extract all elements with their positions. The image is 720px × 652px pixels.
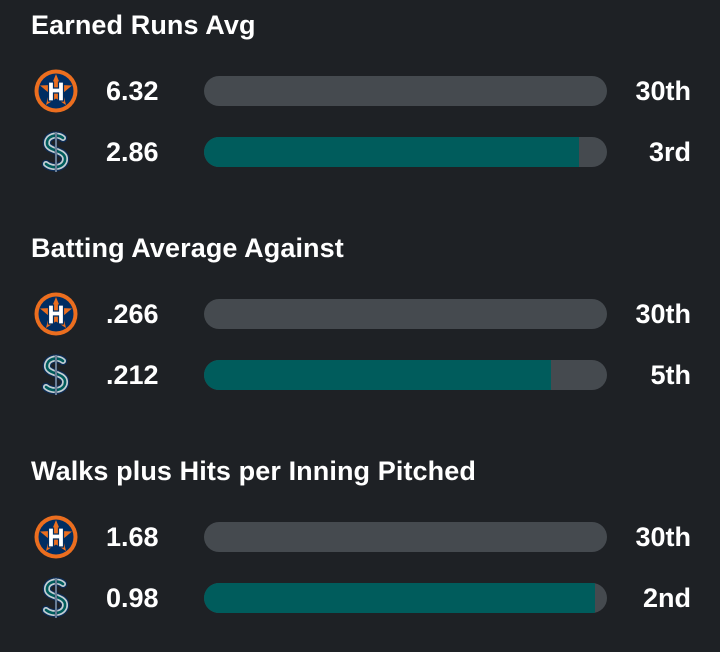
- section-title: Earned Runs Avg: [31, 10, 256, 40]
- rank-bar-track: [204, 360, 607, 390]
- league-rank: 2nd: [642, 583, 691, 613]
- mariners-logo-icon: [33, 575, 79, 621]
- stat-value: 2.86: [106, 137, 159, 167]
- stat-value: 1.68: [106, 522, 159, 552]
- rank-bar-track: [204, 522, 607, 552]
- stat-row-astros: 1.68 30th: [0, 514, 720, 560]
- rank-bar-track: [204, 76, 607, 106]
- stat-row-mariners: 2.86 3rd: [0, 129, 720, 175]
- league-rank: 5th: [650, 360, 692, 390]
- stat-row-astros: .266 30th: [0, 291, 720, 337]
- stat-value: 0.98: [106, 583, 159, 613]
- mariners-logo-icon: [33, 352, 79, 398]
- rank-bar-fill: [204, 360, 551, 390]
- league-rank: 30th: [635, 76, 691, 106]
- rank-bar-track: [204, 583, 607, 613]
- astros-logo-icon: [33, 291, 79, 337]
- rank-bar-track: [204, 299, 607, 329]
- league-rank: 3rd: [648, 137, 691, 167]
- rank-bar-track: [204, 137, 607, 167]
- section-title: Walks plus Hits per Inning Pitched: [31, 456, 476, 486]
- stat-row-mariners: .212 5th: [0, 352, 720, 398]
- section-title: Batting Average Against: [31, 233, 344, 263]
- stat-value: .266: [106, 299, 159, 329]
- mariners-logo-icon: [33, 129, 79, 175]
- league-rank: 30th: [635, 522, 691, 552]
- astros-logo-icon: [33, 514, 79, 560]
- astros-logo-icon: [33, 68, 79, 114]
- league-rank: 30th: [635, 299, 691, 329]
- stat-value: .212: [106, 360, 159, 390]
- stat-row-astros: 6.32 30th: [0, 68, 720, 114]
- rank-bar-fill: [204, 583, 595, 613]
- stat-value: 6.32: [106, 76, 159, 106]
- rank-bar-fill: [204, 137, 579, 167]
- stat-row-mariners: 0.98 2nd: [0, 575, 720, 621]
